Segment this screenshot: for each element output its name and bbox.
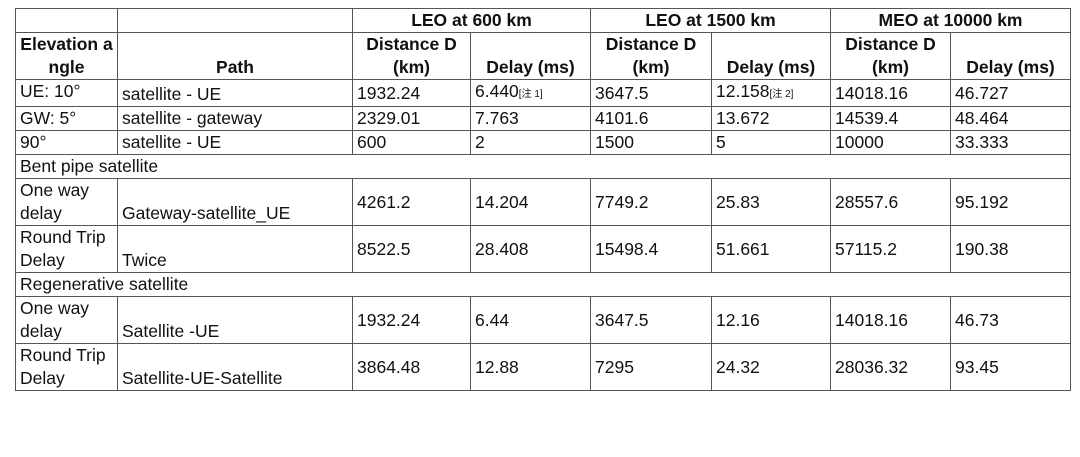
- column-header: Distance D (km): [590, 32, 712, 80]
- cell: 10000: [830, 130, 952, 155]
- cell: 2329.01: [352, 106, 471, 131]
- cell: Gateway-satellite_UE: [117, 178, 353, 226]
- column-header: Elevation angle: [15, 32, 118, 80]
- cell: 6.440[注 1]: [470, 79, 591, 107]
- cell: 4101.6: [590, 106, 712, 131]
- cell: 600: [352, 130, 471, 155]
- cell: 57115.2: [830, 225, 952, 273]
- blank-header-cell: [117, 8, 353, 33]
- cell: 5: [710, 130, 832, 155]
- cell: 46.73: [950, 296, 1072, 344]
- cell: 2: [470, 130, 591, 155]
- data-row: 90° satellite - UE 600 2 1500 5 10000 33.333: [15, 130, 1072, 155]
- cell: GW: 5°: [15, 106, 118, 131]
- cell: satellite - UE: [117, 130, 353, 155]
- data-row: GW: 5° satellite - gateway 2329.01 7.763 410…: [15, 106, 1072, 131]
- cell: 14018.16: [830, 296, 952, 344]
- data-row: One way delay Satellite -UE 1932.24 6.44 364…: [15, 296, 1072, 344]
- cell: 46.727: [950, 79, 1072, 107]
- column-header: Delay (ms): [710, 32, 832, 80]
- cell: satellite - gateway: [117, 106, 353, 131]
- table-header: LEO at 600 km LEO at 1500 km MEO at 10000 …: [15, 8, 1072, 80]
- cell: 95.192: [950, 178, 1072, 226]
- cell: One way delay: [15, 178, 118, 226]
- data-row: Round Trip Delay Satellite-UE-Satellite 38…: [15, 343, 1072, 391]
- cell: 1932.24: [352, 296, 471, 344]
- cell: 1500: [590, 130, 712, 155]
- header-row: Elevation angle Path Distance D (km) Delay …: [15, 32, 1072, 80]
- cell: 90°: [15, 130, 118, 155]
- group-header: LEO at 1500 km: [589, 8, 832, 33]
- table-body: UE: 10° satellite - UE 1932.24 6.440[注 1] 36…: [14, 79, 1072, 391]
- cell: 14539.4: [830, 106, 952, 131]
- cell: 1932.24: [352, 79, 471, 107]
- group-header: MEO at 10000 km: [830, 8, 1072, 33]
- cell: 14018.16: [830, 79, 952, 107]
- section-row: Bent pipe satellite: [14, 154, 1072, 179]
- column-header: Delay (ms): [950, 32, 1072, 80]
- blank-header-cell: [15, 8, 118, 33]
- data-row: One way delay Gateway-satellite_UE 4261.2 1…: [15, 178, 1072, 226]
- cell: 7295: [590, 343, 712, 391]
- cell: UE: 10°: [15, 79, 118, 107]
- cell: 28557.6: [830, 178, 952, 226]
- data-row: UE: 10° satellite - UE 1932.24 6.440[注 1] 36…: [15, 79, 1072, 107]
- cell: 25.83: [710, 178, 832, 226]
- cell: 4261.2: [352, 178, 471, 226]
- section-row: Regenerative satellite: [14, 272, 1072, 297]
- cell: 3864.48: [352, 343, 471, 391]
- cell: 7749.2: [590, 178, 712, 226]
- cell: One way delay: [15, 296, 118, 344]
- cell: Round Trip Delay: [15, 343, 118, 391]
- cell: Satellite-UE-Satellite: [117, 343, 353, 391]
- footnote-ref: [注 1]: [518, 89, 543, 100]
- header-row: LEO at 600 km LEO at 1500 km MEO at 10000 …: [15, 8, 1072, 33]
- cell: 190.38: [950, 225, 1072, 273]
- footnote-ref: [注 2]: [769, 89, 794, 100]
- cell: 24.32: [710, 343, 832, 391]
- section-cell: Regenerative satellite: [14, 272, 1072, 297]
- cell: 33.333: [950, 130, 1072, 155]
- cell-text: 12.158: [716, 81, 770, 101]
- cell: Satellite -UE: [117, 296, 353, 344]
- cell: 93.45: [950, 343, 1072, 391]
- cell: 7.763: [470, 106, 591, 131]
- cell: 12.158[注 2]: [710, 79, 832, 107]
- cell-text: 6.440: [475, 81, 519, 101]
- column-header: Distance D (km): [352, 32, 471, 80]
- cell: 51.661: [710, 225, 832, 273]
- cell: 48.464: [950, 106, 1072, 131]
- cell: 3647.5: [590, 296, 712, 344]
- data-row: Round Trip Delay Twice 8522.5 28.408 15498.4…: [15, 225, 1072, 273]
- cell: 3647.5: [590, 79, 712, 107]
- cell: 12.88: [470, 343, 591, 391]
- group-header: LEO at 600 km: [352, 8, 591, 33]
- cell: 6.44: [470, 296, 591, 344]
- cell: 28.408: [470, 225, 591, 273]
- cell: 13.672: [710, 106, 832, 131]
- cell: 12.16: [710, 296, 832, 344]
- cell: Round Trip Delay: [15, 225, 118, 273]
- column-header: Path: [117, 32, 353, 80]
- section-cell: Bent pipe satellite: [14, 154, 1072, 179]
- cell: 8522.5: [352, 225, 471, 273]
- cell: 14.204: [470, 178, 591, 226]
- cell: satellite - UE: [117, 79, 353, 107]
- column-header: Delay (ms): [470, 32, 591, 80]
- cell: 28036.32: [830, 343, 952, 391]
- delay-table: LEO at 600 km LEO at 1500 km MEO at 10000 …: [14, 8, 1072, 391]
- cell: Twice: [117, 225, 353, 273]
- cell: 15498.4: [590, 225, 712, 273]
- column-header: Distance D (km): [830, 32, 952, 80]
